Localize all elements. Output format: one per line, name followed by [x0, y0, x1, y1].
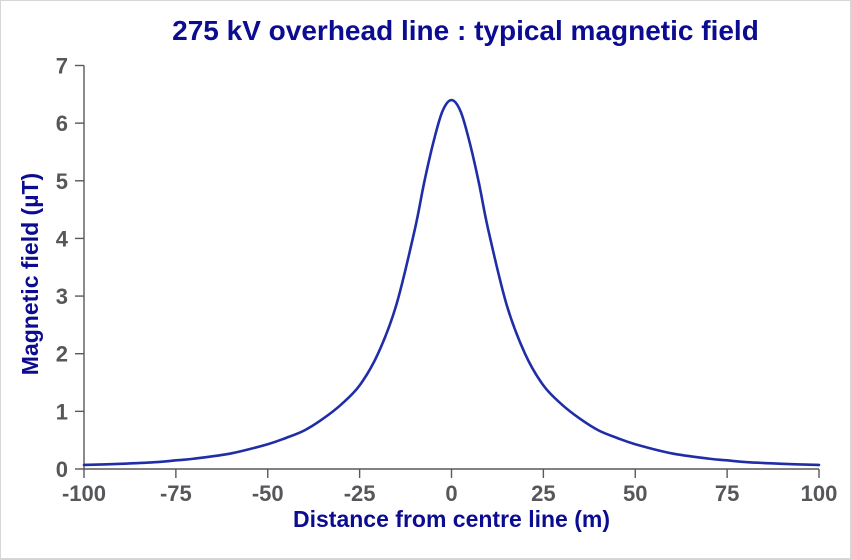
- x-tick-label: -50: [252, 481, 284, 506]
- magnetic-field-curve: [82, 98, 821, 467]
- x-tick-label: 0: [445, 481, 457, 506]
- y-tick-label: 1: [56, 399, 68, 424]
- x-axis-title: Distance from centre line (m): [293, 506, 610, 532]
- x-tick-label: 100: [801, 481, 838, 506]
- x-tick-label: 50: [623, 481, 647, 506]
- y-tick-label: 5: [56, 169, 68, 194]
- y-tick-label: 3: [56, 284, 68, 309]
- y-tick-label: 0: [56, 457, 68, 482]
- y-tick-label: 2: [56, 342, 68, 367]
- x-tick-label: 25: [531, 481, 555, 506]
- x-tick-label: -25: [344, 481, 376, 506]
- x-tick-label: -75: [160, 481, 192, 506]
- x-tick-label: 75: [715, 481, 739, 506]
- y-tick-label: 6: [56, 111, 68, 136]
- x-tick-label: -100: [62, 481, 106, 506]
- chart-title: 275 kV overhead line : typical magnetic …: [172, 15, 759, 46]
- y-tick-label: 4: [56, 226, 69, 251]
- y-tick-label: 7: [56, 54, 68, 79]
